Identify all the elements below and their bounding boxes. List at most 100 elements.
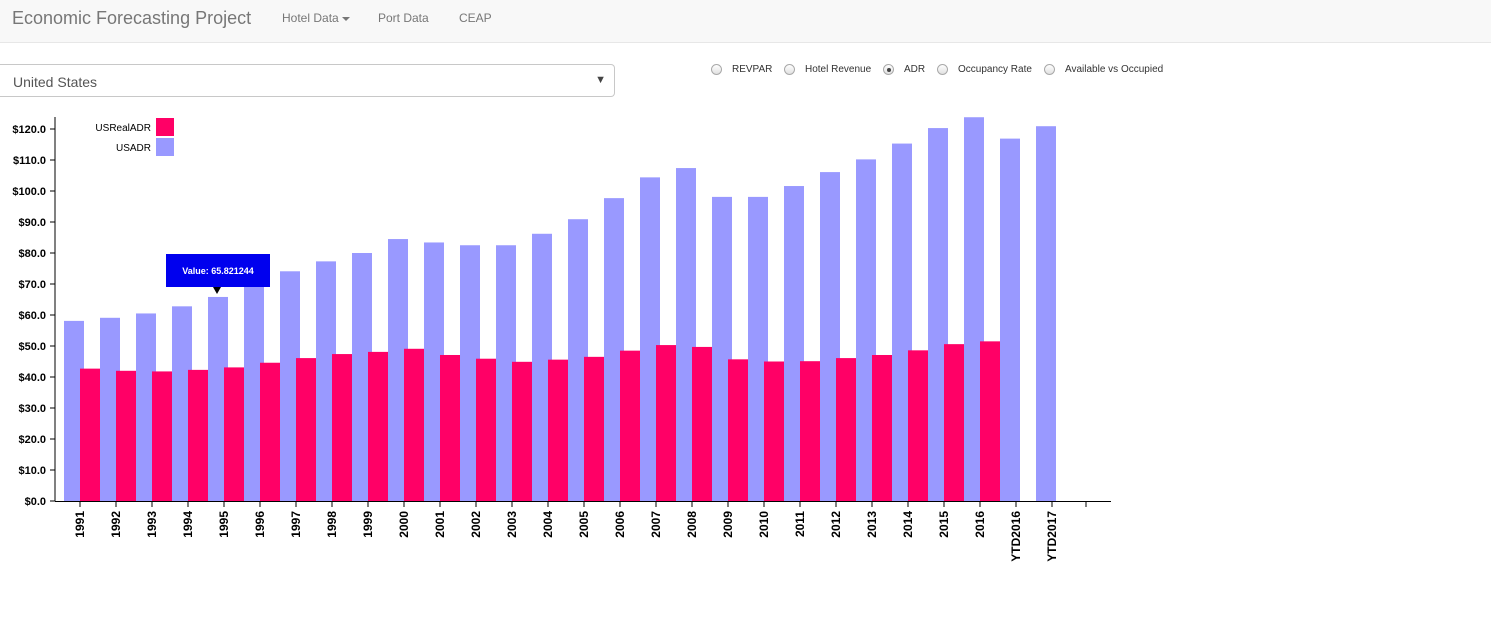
y-tick-label: $10.0 (18, 465, 46, 477)
x-tick-label: 2013 (865, 511, 879, 538)
y-tick-label: $100.0 (12, 186, 46, 198)
region-select-value: United States (13, 74, 98, 90)
x-tick-label: 1998 (325, 511, 339, 538)
nav-port-data[interactable]: Port Data (378, 11, 429, 25)
y-tick-label: $80.0 (18, 248, 46, 260)
bar-usadr (712, 196, 732, 501)
x-tick-label: 2006 (613, 511, 627, 538)
bar-usadr (316, 261, 336, 501)
bar-usrealadr (296, 358, 316, 501)
bar-usadr (424, 242, 444, 501)
y-tick-label: $110.0 (13, 155, 46, 167)
tooltip-text: Value: 65.821244 (182, 265, 254, 276)
bar-usadr (964, 117, 984, 501)
bar-usadr (604, 198, 624, 501)
y-tick-label: $120.0 (12, 124, 46, 136)
legend-label: USADR (116, 143, 151, 154)
radio-label-available-vs-occupied: Available vs Occupied (1065, 64, 1164, 75)
navbar: Economic Forecasting Project Hotel Data … (0, 0, 1491, 43)
radio-button[interactable] (1044, 64, 1055, 75)
bar-usrealadr (980, 341, 1000, 501)
bar-usadr (1036, 126, 1056, 502)
adr-bar-chart: $0.0 $10.0 $20.0 $30.0 $40.0 $50.0 $60.0 $70.0 $… (12, 117, 1111, 562)
x-tick-label: 1994 (181, 511, 195, 538)
bar-usrealadr (908, 350, 928, 501)
bar-usrealadr (80, 368, 100, 501)
bar-usrealadr (800, 361, 820, 501)
x-tick-label: 1999 (361, 511, 375, 538)
bar-usadr (892, 143, 912, 501)
bar-usrealadr (440, 354, 460, 501)
radio-button[interactable] (711, 64, 722, 75)
bar-usadr (460, 245, 480, 501)
legend-swatch (156, 118, 174, 136)
bar-usrealadr (188, 369, 208, 501)
radio-label-occupancy-rate: Occupancy Rate (958, 64, 1032, 75)
brand-title[interactable]: Economic Forecasting Project (12, 8, 252, 28)
bar-usadr (388, 239, 408, 502)
legend-label: USRealADR (95, 123, 151, 134)
bar-usrealadr (548, 359, 568, 501)
bar-usrealadr (764, 361, 784, 501)
x-tick-label: 1993 (145, 511, 159, 538)
x-tick-label: 2008 (685, 511, 699, 538)
caret-down-icon (341, 16, 350, 21)
bar-usadr (928, 128, 948, 501)
legend-swatch (156, 138, 174, 156)
bar-usadr (496, 245, 516, 501)
bar-usadr (64, 320, 84, 501)
bar-usadr (748, 196, 768, 501)
x-tick-label: 1992 (109, 511, 123, 538)
bar-usadr (532, 233, 552, 501)
bar-usrealadr (404, 348, 424, 501)
nav-hotel-data-label: Hotel Data (282, 11, 339, 25)
bar-usrealadr (260, 362, 280, 501)
x-tick-label: 2016 (973, 511, 987, 538)
bar-usrealadr (332, 354, 352, 501)
bar-usadr (136, 313, 156, 501)
nav-hotel-data-dropdown[interactable]: Hotel Data (282, 11, 350, 25)
bar-usrealadr (224, 367, 244, 501)
bar-usadr (568, 219, 588, 501)
x-tick-label: 1991 (73, 511, 87, 538)
radio-button[interactable] (784, 64, 795, 75)
bar-usrealadr (620, 350, 640, 501)
bar-usrealadr (512, 361, 532, 501)
value-tooltip: Value: 65.821244 (166, 254, 270, 294)
y-tick-label: $30.0 (18, 403, 46, 415)
y-tick-label: $50.0 (18, 341, 46, 353)
bar-usadr (1000, 138, 1020, 502)
x-tick-label: 2009 (721, 511, 735, 538)
y-tick-label: $70.0 (18, 279, 46, 291)
bar-usadr (100, 317, 120, 501)
x-tick-label: 2011 (793, 511, 807, 537)
x-tick-label: 2005 (577, 511, 591, 538)
x-tick-label: YTD2016 (1009, 511, 1023, 562)
bar-usrealadr (728, 359, 748, 501)
nav-ceap[interactable]: CEAP (459, 11, 492, 25)
bar-usrealadr (152, 371, 172, 501)
x-tick-label: 2012 (829, 511, 843, 538)
bar-usrealadr (116, 370, 136, 501)
x-tick-label: 2004 (541, 511, 555, 538)
radio-label-adr: ADR (904, 64, 926, 75)
radio-label-revpar: REVPAR (732, 64, 773, 75)
x-tick-label: 2001 (433, 511, 447, 538)
bar-usadr (172, 306, 192, 501)
x-tick-label: 1996 (253, 511, 267, 538)
region-select[interactable]: United States ▼ (0, 64, 615, 97)
bar-usadr (208, 296, 228, 501)
bar-usrealadr (656, 345, 676, 501)
y-tick-label: $40.0 (18, 372, 46, 384)
radio-button-selected[interactable] (883, 64, 894, 75)
y-tick-label: $0.0 (25, 496, 46, 508)
x-tick-label: 1995 (217, 511, 231, 538)
x-tick-label: 2002 (469, 511, 483, 538)
bar-usrealadr (872, 354, 892, 501)
x-tick-label: 2000 (397, 511, 411, 538)
x-tick-label: YTD2017 (1045, 511, 1059, 562)
bar-usadr (676, 168, 696, 501)
bar-usadr (280, 271, 300, 501)
bar-usrealadr (692, 346, 712, 501)
radio-button[interactable] (937, 64, 948, 75)
